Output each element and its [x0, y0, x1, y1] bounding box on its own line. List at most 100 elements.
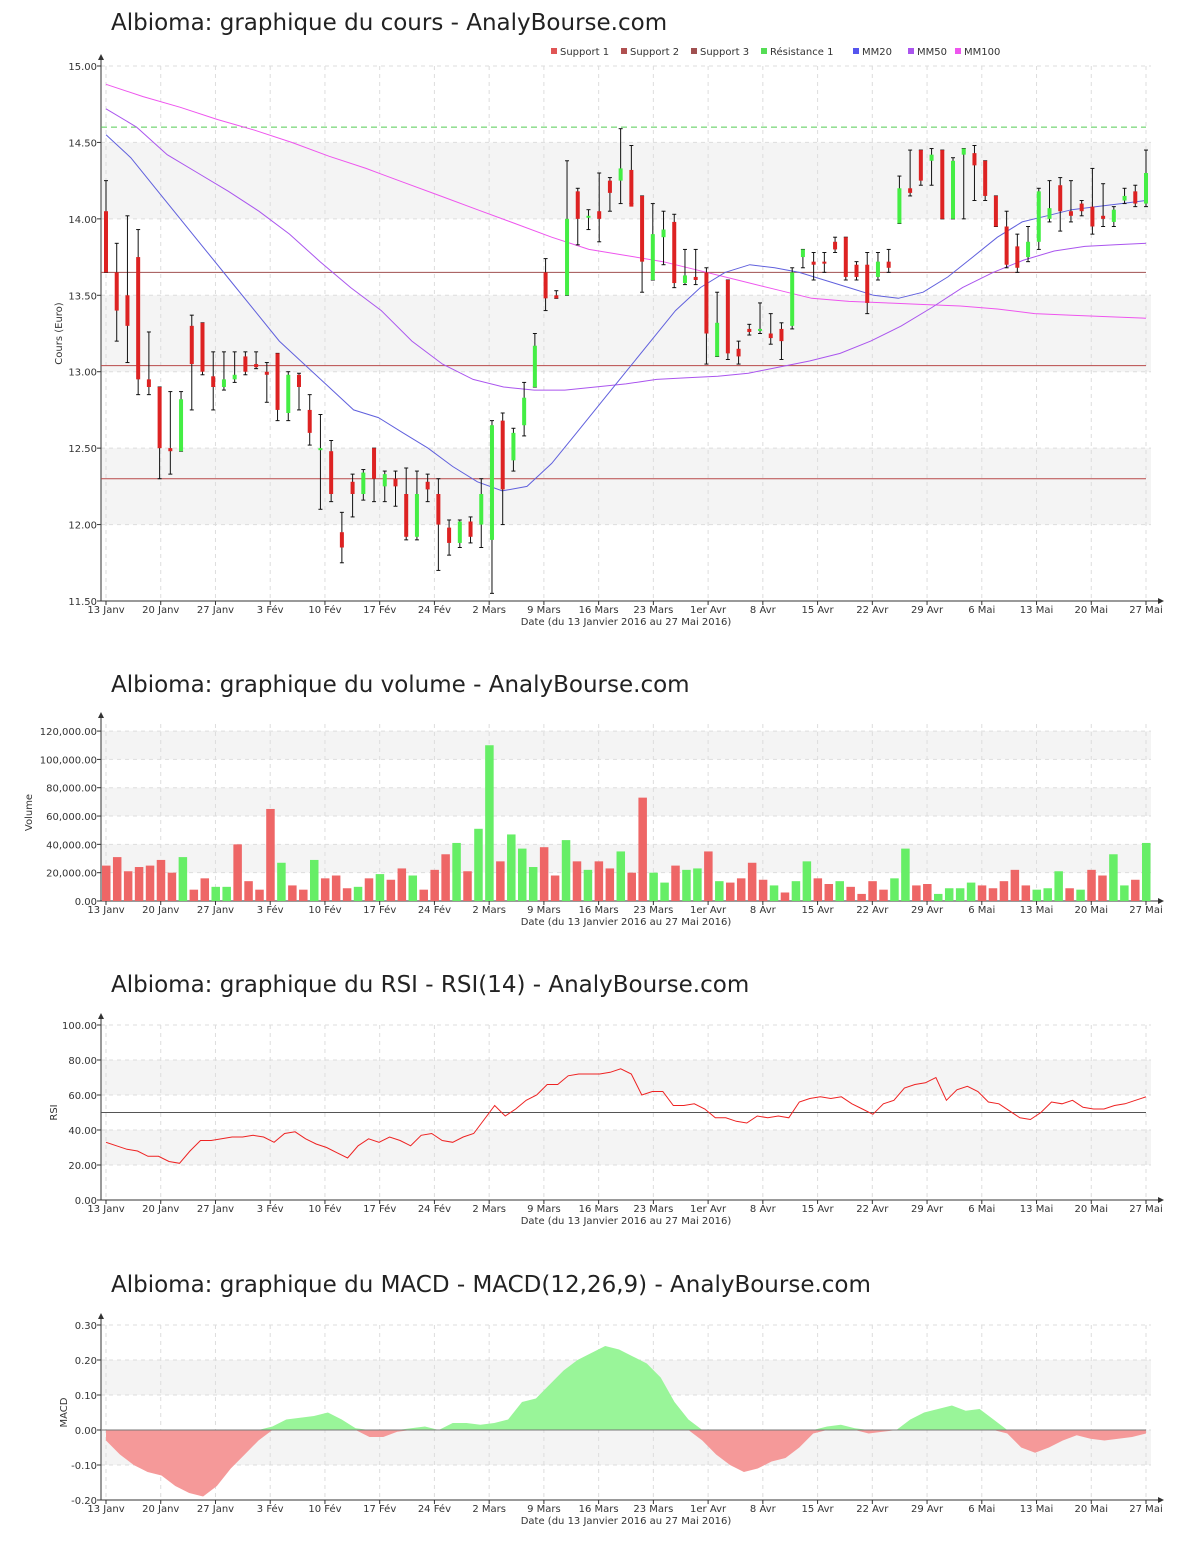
volume-bar — [846, 886, 855, 901]
candle-body — [125, 295, 130, 326]
x-tick-label: 17 Fév — [363, 904, 396, 916]
volume-bar — [496, 861, 505, 901]
y-tick-label: 15.00 — [68, 62, 97, 73]
candle-body — [339, 532, 344, 548]
candle-body — [1047, 208, 1052, 219]
x-tick-label: 13 Janv — [87, 1204, 124, 1215]
mm100-line — [105, 83, 1147, 319]
volume-bar — [1131, 879, 1140, 901]
x-tick-label: 27 Mai — [1129, 1204, 1162, 1215]
candle-body — [254, 364, 259, 368]
volume-bar — [539, 847, 549, 901]
candle-body — [682, 275, 687, 284]
volume-bar — [1109, 854, 1118, 901]
volume-bar — [999, 881, 1009, 901]
candle-body — [479, 494, 484, 525]
legend-label: MM50 — [917, 47, 947, 58]
x-tick-label: 3 Fév — [257, 904, 284, 916]
x-tick-label: 15 Avr — [801, 905, 834, 916]
x-tick-label: 15 Avr — [801, 605, 834, 616]
x-tick-label: 23 Mars — [633, 1204, 673, 1215]
x-tick-label: 10 Fév — [308, 904, 341, 916]
candle-body — [554, 295, 559, 299]
legend-label: MM100 — [964, 47, 1000, 58]
volume-bar — [408, 875, 418, 901]
candle-body — [104, 211, 108, 273]
x-tick-label: 1er Avr — [690, 1204, 727, 1215]
candle-body — [404, 494, 409, 537]
volume-bar — [178, 857, 188, 901]
x-tick-label: 27 Janv — [197, 905, 234, 916]
grid-band — [101, 142, 1151, 219]
y-tick-label: 60.00 — [68, 1091, 97, 1102]
volume-bar — [780, 892, 790, 901]
candle-body — [918, 150, 923, 181]
grid-band — [101, 1430, 1151, 1465]
candle-body — [468, 521, 473, 537]
x-tick-label: 3 Fév — [257, 1203, 284, 1215]
volume-bar — [966, 882, 976, 901]
volume-bar — [189, 889, 199, 901]
candle-body — [296, 374, 301, 387]
x-tick-label: 2 Mars — [472, 1204, 506, 1215]
price-chart: Albioma: graphique du cours - AnalyBours… — [0, 0, 1200, 640]
x-tick-label: 2 Mars — [472, 1504, 506, 1515]
y-tick-label: 100,000.00 — [40, 755, 97, 766]
candle-body — [565, 218, 570, 296]
volume-bar — [1142, 842, 1151, 901]
grid-band — [101, 448, 1151, 525]
x-tick-label: 3 Fév — [257, 604, 284, 616]
candle-body — [661, 229, 666, 238]
volume-bar — [156, 859, 166, 901]
y-tick-label: 40.00 — [68, 1126, 97, 1137]
volume-bar — [222, 886, 231, 901]
x-tick-label: 27 Mai — [1129, 1504, 1162, 1515]
volume-bar — [474, 828, 483, 901]
candle-body — [618, 168, 623, 181]
x-tick-label: 27 Janv — [197, 1504, 234, 1515]
candle-body — [833, 241, 838, 250]
volume-bar — [671, 865, 680, 901]
volume-bar — [353, 886, 363, 901]
x-tick-label: 6 Mai — [968, 905, 995, 916]
volume-bar — [145, 865, 155, 901]
x-tick-label: 8 Avr — [750, 1204, 777, 1215]
candle-body — [1090, 206, 1095, 227]
x-tick-label: 13 Mai — [1020, 605, 1053, 616]
candle-body — [607, 180, 612, 193]
x-tick-label: 15 Avr — [801, 1204, 834, 1215]
volume-bar — [167, 872, 177, 901]
volume-bar — [1065, 888, 1074, 901]
x-tick-label: 17 Fév — [363, 1203, 396, 1215]
candle-body — [779, 328, 784, 342]
legend-swatch — [761, 48, 767, 54]
candle-body — [672, 221, 677, 284]
candle-body — [211, 376, 216, 387]
x-tick-label: 23 Mars — [633, 1504, 673, 1515]
volume-bar — [1021, 885, 1031, 901]
candle-body — [790, 272, 795, 326]
candle-body — [1015, 246, 1020, 268]
y-tick-label: 0.00 — [75, 897, 97, 908]
x-tick-label: 29 Avr — [911, 1504, 944, 1515]
y-tick-label: 11.50 — [68, 597, 97, 608]
volume-bar — [988, 888, 998, 901]
mm20-line — [105, 134, 1147, 492]
x-tick-label: 1er Avr — [690, 1504, 727, 1515]
volume-bar — [704, 851, 713, 901]
x-tick-label: 13 Janv — [87, 605, 124, 616]
macd-chart-title: Albioma: graphique du MACD - MACD(12,26,… — [111, 1272, 871, 1298]
candle-body — [1133, 191, 1138, 204]
candle-body — [275, 353, 280, 410]
x-tick-label: 13 Mai — [1020, 905, 1053, 916]
x-axis-arrow — [1158, 1497, 1164, 1503]
volume-bar — [758, 879, 768, 901]
x-tick-label: 20 Mai — [1075, 1204, 1108, 1215]
y-tick-label: 80,000.00 — [46, 784, 97, 795]
candle-body — [843, 237, 848, 277]
legend-label: Support 2 — [630, 47, 679, 58]
candle-body — [1144, 173, 1148, 204]
x-tick-label: 27 Janv — [197, 1204, 234, 1215]
mm50-line — [105, 108, 1147, 391]
volume-bar — [944, 888, 954, 901]
